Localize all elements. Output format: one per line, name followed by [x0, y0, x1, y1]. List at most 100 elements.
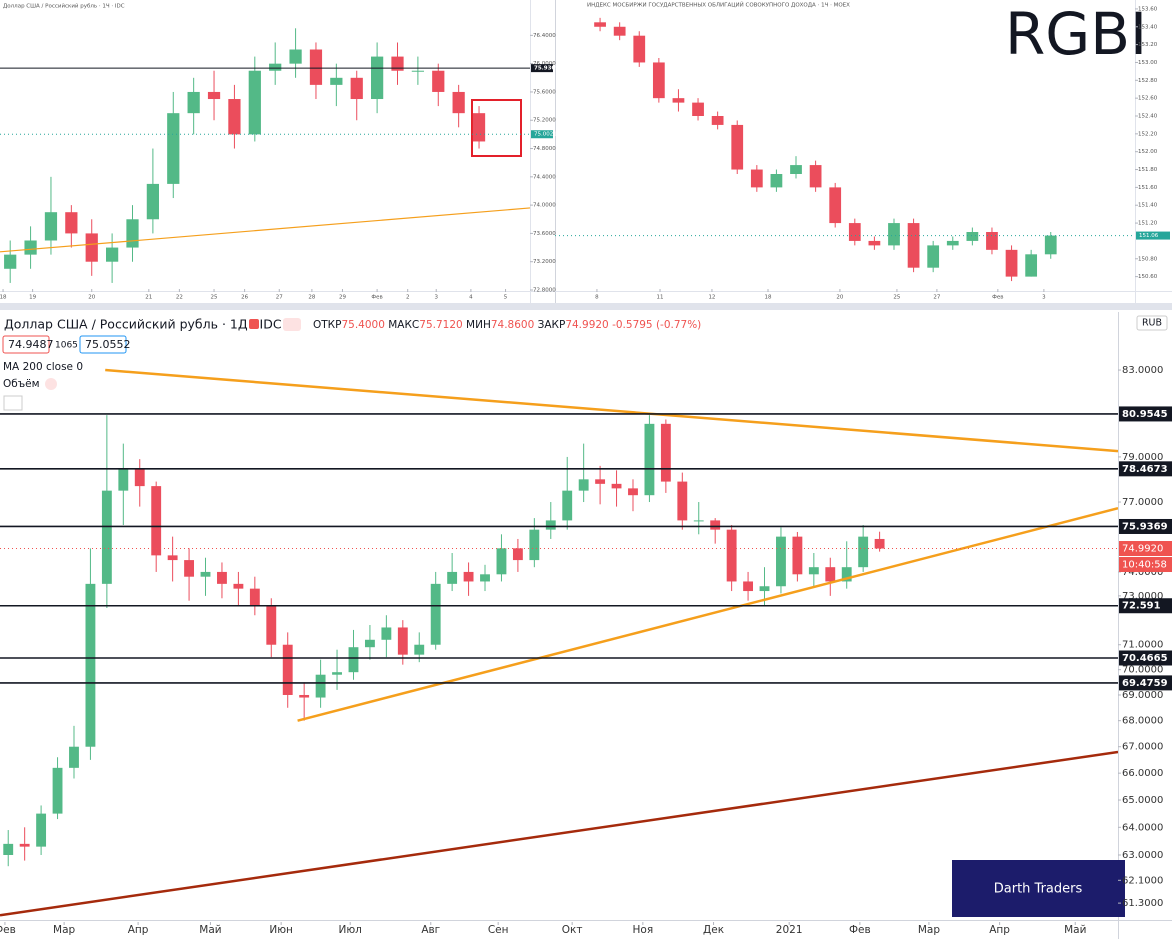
candle-body — [315, 674, 326, 698]
y-tick-label: 152.60 — [1138, 96, 1158, 102]
symbol-title: ИНДЕКС МОСБИРЖИ ГОСУДАРСТВЕННЫХ ОБЛИГАЦИ… — [587, 2, 850, 9]
candle-body — [776, 536, 786, 587]
level-label: 75.9369 — [1122, 521, 1168, 532]
price-label: 75.0021 — [534, 132, 557, 138]
candle-body — [350, 77, 363, 100]
y-tick-label: 65.0000 — [1122, 795, 1163, 806]
candle-body — [19, 843, 30, 847]
level-label: 75.9369 — [534, 66, 559, 72]
candle-body — [1044, 235, 1057, 255]
candle-body — [986, 232, 998, 250]
y-tick-label: 152.40 — [1138, 114, 1158, 120]
x-tick-label: Май — [199, 924, 221, 936]
x-tick-label: Май — [1064, 924, 1086, 936]
x-tick-label: 11 — [657, 295, 664, 301]
x-tick-label: 20 — [88, 295, 95, 301]
candle-body — [101, 490, 112, 584]
y-tick-label: 73.2000 — [533, 259, 556, 265]
candle-body — [134, 468, 145, 487]
x-tick-label: 27 — [933, 295, 940, 301]
candle-body — [594, 22, 606, 27]
y-tick-label: 153.00 — [1138, 60, 1158, 66]
candle-body — [613, 26, 626, 36]
candle-body — [24, 240, 37, 255]
candle-body — [187, 91, 200, 114]
x-tick-label: Фев — [371, 295, 382, 301]
buy-button[interactable] — [79, 335, 127, 354]
x-tick-label: 8 — [595, 295, 599, 301]
x-tick-label: 4 — [469, 295, 473, 301]
trendline — [0, 750, 1118, 917]
candle-body — [874, 538, 885, 549]
y-tick-label: 153.60 — [1138, 6, 1158, 12]
candle-body — [452, 91, 465, 114]
warning-icon[interactable] — [45, 378, 57, 390]
currency: RUB — [1142, 318, 1162, 329]
x-tick-label: 29 — [339, 295, 346, 301]
y-tick-label: 74.4000 — [533, 174, 556, 180]
x-tick-label: 21 — [145, 295, 152, 301]
buy-price[interactable]: 75.0552 — [85, 338, 131, 351]
x-tick-label: 27 — [276, 295, 283, 301]
x-tick-label: Авг — [421, 924, 440, 936]
candle-body — [907, 223, 920, 268]
indicator-legend: Объём — [3, 378, 40, 390]
candle-body — [126, 219, 139, 248]
candle-body — [480, 574, 490, 582]
countdown-box — [1119, 557, 1172, 573]
y-tick-label: 150.60 — [1138, 274, 1158, 280]
candle-body — [228, 99, 241, 135]
status-icon[interactable] — [283, 318, 301, 331]
candle-body — [249, 588, 260, 606]
candle-body — [677, 481, 688, 521]
candle-body — [167, 113, 180, 184]
currency-badge[interactable] — [1136, 315, 1168, 331]
candle-body — [628, 488, 638, 496]
x-tick-label: 12 — [708, 295, 715, 301]
candle-body — [633, 35, 646, 63]
sell-price[interactable]: 74.9487 — [8, 338, 54, 351]
candle-body — [269, 63, 282, 71]
x-tick-label: Апр — [128, 924, 149, 936]
candle-body — [217, 571, 227, 584]
spread: 1065 — [55, 341, 78, 351]
level-label-box — [1119, 461, 1172, 477]
candle-body — [1025, 254, 1038, 277]
candle-body — [381, 627, 392, 640]
indicator-legend: MA 200 close 0 — [3, 361, 83, 373]
candle-body — [660, 423, 671, 482]
candle-body — [118, 468, 129, 491]
candle-body — [36, 813, 47, 847]
candle-body — [332, 672, 342, 675]
x-tick-label: 28 — [308, 295, 315, 301]
sell-button[interactable] — [2, 335, 50, 354]
trendline — [297, 506, 1118, 722]
x-tick-label: Июн — [269, 924, 293, 936]
candle-body — [888, 223, 900, 246]
ohlc-label: МАКС — [388, 319, 419, 331]
candle-body — [3, 843, 14, 855]
status-icon[interactable] — [249, 319, 259, 329]
candle-body — [841, 567, 852, 582]
candle-body — [233, 583, 244, 589]
candle-body — [496, 548, 507, 575]
candle-body — [808, 567, 819, 575]
candle-body — [868, 240, 881, 246]
y-tick-label: 67.0000 — [1122, 742, 1163, 753]
candle-body — [966, 232, 979, 241]
candle-body — [85, 233, 98, 262]
candle-body — [309, 49, 323, 85]
candle-body — [731, 124, 744, 170]
candle-body — [266, 605, 277, 645]
candle-body — [710, 520, 721, 530]
collapse-button[interactable] — [3, 395, 23, 411]
y-tick-label: 77.0000 — [1122, 497, 1163, 508]
y-tick-label: 151.20 — [1138, 221, 1158, 227]
y-tick-label: 72.8000 — [533, 288, 556, 294]
candle-body — [595, 479, 606, 484]
candle-body — [792, 536, 803, 575]
y-tick-label: 63.0000 — [1122, 850, 1163, 861]
candle-body — [85, 583, 96, 747]
ohlc-value: 74.9920 — [565, 319, 608, 331]
